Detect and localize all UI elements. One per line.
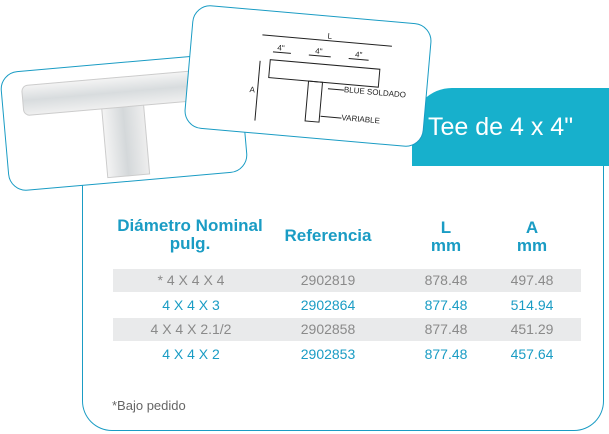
title-banner: Tee de 4 x 4": [412, 88, 609, 166]
diagram-label: BLUE SOLDADO: [344, 85, 407, 99]
table-cell: 4 X 4 X 2: [162, 345, 220, 362]
table-cell: 514.94: [510, 296, 554, 313]
table-cell: 877.48: [424, 321, 468, 337]
table-cell: 877.48: [424, 296, 468, 313]
header-line: mm: [516, 236, 548, 255]
diagram-label: 4": [355, 50, 363, 60]
table-cell: 451.29: [510, 321, 554, 337]
column-header: Referencia: [285, 227, 372, 245]
table-cell: 4 X 4 X 2.1/2: [150, 321, 232, 337]
table-row: 4 X 4 X 2 2902853 877.48 457.64: [113, 343, 581, 366]
header-line: mm: [430, 236, 462, 255]
table-cell: 2902819: [300, 272, 356, 288]
header-line: Referencia: [284, 226, 372, 245]
diagram-label: 4": [277, 43, 285, 53]
diagram-label: 4": [315, 47, 323, 57]
table-cell: 877.48: [424, 345, 468, 362]
table-cell: 2902858: [300, 321, 356, 337]
diagram-label: L: [327, 32, 333, 41]
header-line: pulg.: [169, 234, 211, 253]
diagram-label: VARIABLE: [341, 113, 380, 125]
table-cell: 457.64: [510, 345, 554, 362]
header-line: Diámetro Nominal: [117, 216, 263, 235]
diagram: L 4" 4" 4" A BLUE SOLDADO VARIABLE: [249, 32, 407, 126]
table-cell: 878.48: [424, 272, 468, 288]
table-cell: * 4 X 4 X 4: [157, 272, 225, 288]
table-row: 4 X 4 X 2.1/2 2902858 877.48 451.29: [113, 318, 581, 341]
table-cell: 2902853: [300, 345, 356, 362]
table-row: * 4 X 4 X 4 2902819 878.48 497.48: [113, 269, 581, 292]
table-cell: 2902864: [300, 296, 356, 313]
table-cell: 497.48: [510, 272, 554, 288]
table-cell: 4 X 4 X 3: [162, 296, 220, 313]
header-line: L: [440, 218, 452, 237]
table-row: 4 X 4 X 3 2902864 877.48 514.94: [113, 294, 581, 317]
diagram-card: L 4" 4" 4" A BLUE SOLDADO VARIABLE: [183, 3, 433, 149]
column-header: Diámetro Nominal pulg.: [117, 217, 262, 253]
header-line: A: [525, 218, 539, 237]
diagram-label: A: [249, 85, 256, 94]
title: Tee de 4 x 4": [428, 113, 574, 141]
footnote: *Bajo pedido: [112, 398, 186, 413]
